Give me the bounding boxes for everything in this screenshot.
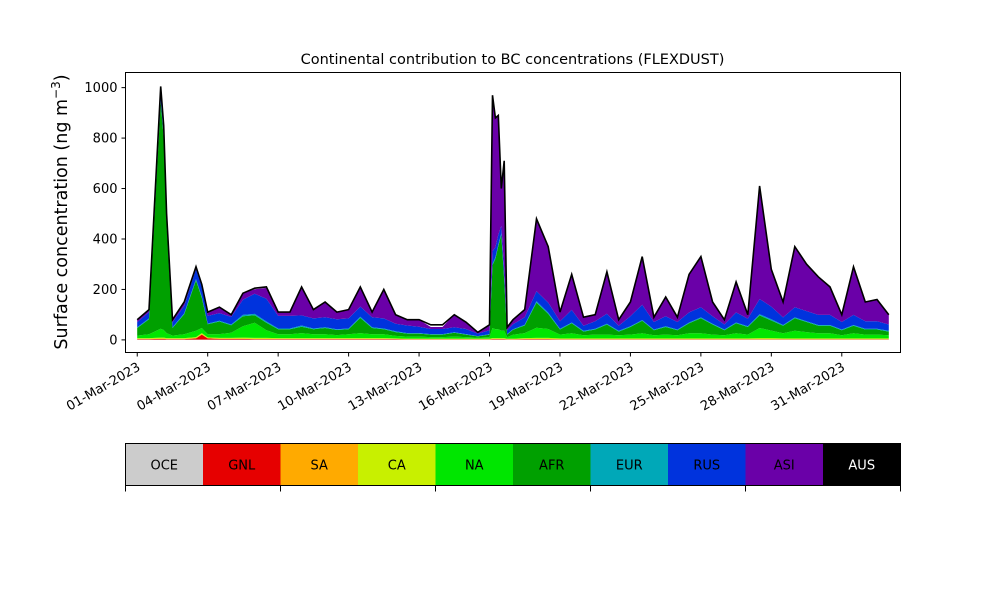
stacked-areas: [137, 86, 889, 340]
legend-label-afr: AFR: [539, 459, 564, 474]
legend-swatch-na: [435, 443, 513, 486]
x-tick-label: 13-Mar-2023: [346, 360, 425, 414]
x-tick-label: 07-Mar-2023: [205, 360, 284, 414]
x-tick-label: 04-Mar-2023: [135, 360, 214, 414]
y-axis-label-main: Surface concentration (ng m: [52, 99, 72, 350]
svg-text:Surface concentration (ng m−3): Surface concentration (ng m−3): [49, 74, 72, 349]
series-area-gnl: [137, 334, 889, 340]
y-tick-label: 400: [93, 232, 118, 247]
chart-title: Continental contribution to BC concentra…: [301, 52, 725, 68]
y-axis-label-close: ): [52, 74, 72, 81]
x-tick-label: 19-Mar-2023: [487, 360, 566, 414]
y-tick-label: 600: [93, 182, 118, 197]
legend-label-rus: RUS: [693, 459, 720, 474]
legend-swatch-eur: [590, 443, 668, 486]
x-tick-label: 22-Mar-2023: [557, 360, 636, 414]
plot-frame: [125, 72, 901, 353]
legend-swatch-afr: [513, 443, 591, 486]
x-tick-label: 01-Mar-2023: [64, 360, 143, 414]
series-area-na: [137, 322, 889, 339]
legend-swatch-rus: [668, 443, 746, 486]
legend-label-gnl: GNL: [228, 459, 256, 474]
y-axis: 0 200 400 600 800 1000: [84, 81, 126, 348]
legend-label-na: NA: [465, 459, 484, 474]
legend-swatch-sa: [280, 443, 358, 486]
legend-label-eur: EUR: [616, 459, 643, 474]
x-tick-label: 31-Mar-2023: [769, 360, 848, 414]
x-tick-label: 10-Mar-2023: [275, 360, 354, 414]
series-total-line: [136, 86, 890, 334]
x-axis: 01-Mar-202304-Mar-202307-Mar-202310-Mar-…: [64, 352, 848, 414]
x-tick-label: 28-Mar-2023: [698, 360, 777, 414]
legend-swatch-oce: [125, 443, 203, 486]
y-axis-label: Surface concentration (ng m−3): [49, 74, 72, 349]
legend-label-sa: SA: [311, 459, 328, 474]
legend-label-oce: OCE: [150, 459, 178, 474]
y-tick-label: 200: [93, 283, 118, 298]
y-tick-label: 800: [93, 132, 118, 147]
legend-frame: [125, 443, 901, 486]
legend: OCE GNL SA CA NA AFR EUR RUS ASI AUS: [125, 443, 901, 492]
legend-swatch-gnl: [203, 443, 281, 486]
legend-swatch-aus: [823, 443, 901, 486]
legend-label-asi: ASI: [774, 459, 795, 474]
series-area-ca: [137, 333, 889, 340]
legend-label-aus: AUS: [848, 459, 875, 474]
y-axis-label-exponent: −3: [49, 81, 63, 99]
legend-swatch-asi: [745, 443, 823, 486]
y-tick-label: 1000: [84, 81, 117, 96]
x-tick-label: 16-Mar-2023: [416, 360, 495, 414]
legend-label-ca: CA: [388, 459, 406, 474]
y-tick-label: 0: [109, 333, 117, 348]
legend-swatch-ca: [358, 443, 436, 486]
series-area-asi: [137, 86, 889, 334]
x-tick-label: 25-Mar-2023: [628, 360, 707, 414]
